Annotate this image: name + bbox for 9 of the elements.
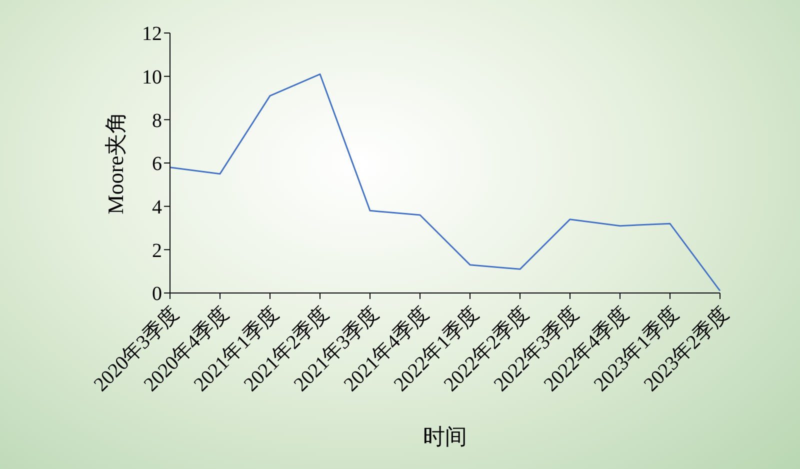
y-tick-label: 10 bbox=[142, 66, 162, 88]
y-tick-label: 12 bbox=[142, 23, 162, 46]
y-tick-label: 6 bbox=[152, 153, 162, 176]
y-tick-label: 4 bbox=[152, 196, 162, 218]
y-tick-label: 2 bbox=[152, 240, 162, 262]
y-tick-label: 8 bbox=[152, 110, 162, 132]
y-tick-label: 0 bbox=[152, 283, 162, 306]
y-axis-title: Moore夹角 bbox=[102, 112, 128, 214]
x-axis-title: 时间 bbox=[423, 424, 467, 449]
